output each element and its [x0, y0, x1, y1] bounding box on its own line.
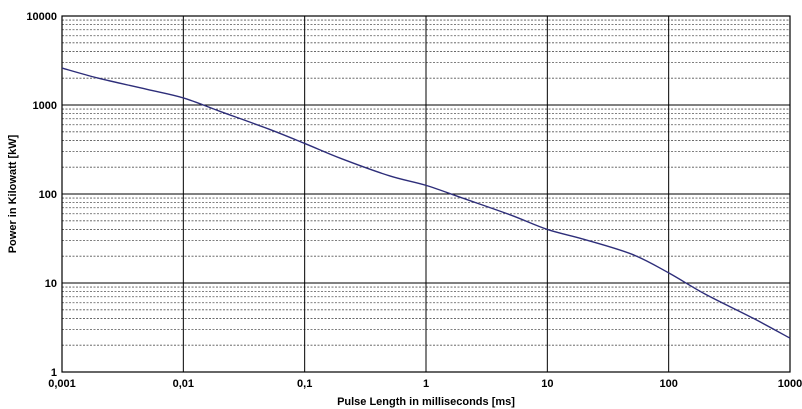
x-tick-label: 0,01 [173, 378, 194, 390]
series-line [61, 67, 791, 339]
y-tick-labels: 1 10 100 1000 10000 [26, 11, 57, 379]
y-tick-label: 1000 [33, 100, 57, 112]
x-tick-label: 100 [659, 378, 677, 390]
x-tick-label: 0,1 [297, 378, 312, 390]
y-tick-label: 1 [51, 367, 57, 379]
x-tick-label: 0,001 [48, 378, 76, 390]
x-tick-labels: 0,001 0,01 0,1 1 10 100 1000 [48, 378, 802, 390]
y-tick-label: 100 [39, 189, 57, 201]
x-tick-label: 1000 [778, 378, 802, 390]
major-gridlines [62, 16, 790, 372]
x-axis-title: Pulse Length in milliseconds [ms] [337, 396, 515, 408]
y-tick-label: 10000 [26, 11, 57, 23]
plot-area-frame [61, 15, 791, 373]
y-axis-title: Power in Kilowatt [kW] [7, 134, 19, 253]
x-tick-label: 1 [423, 378, 429, 390]
x-tick-label: 10 [541, 378, 553, 390]
y-tick-label: 10 [45, 278, 57, 290]
series-layer [61, 67, 791, 339]
